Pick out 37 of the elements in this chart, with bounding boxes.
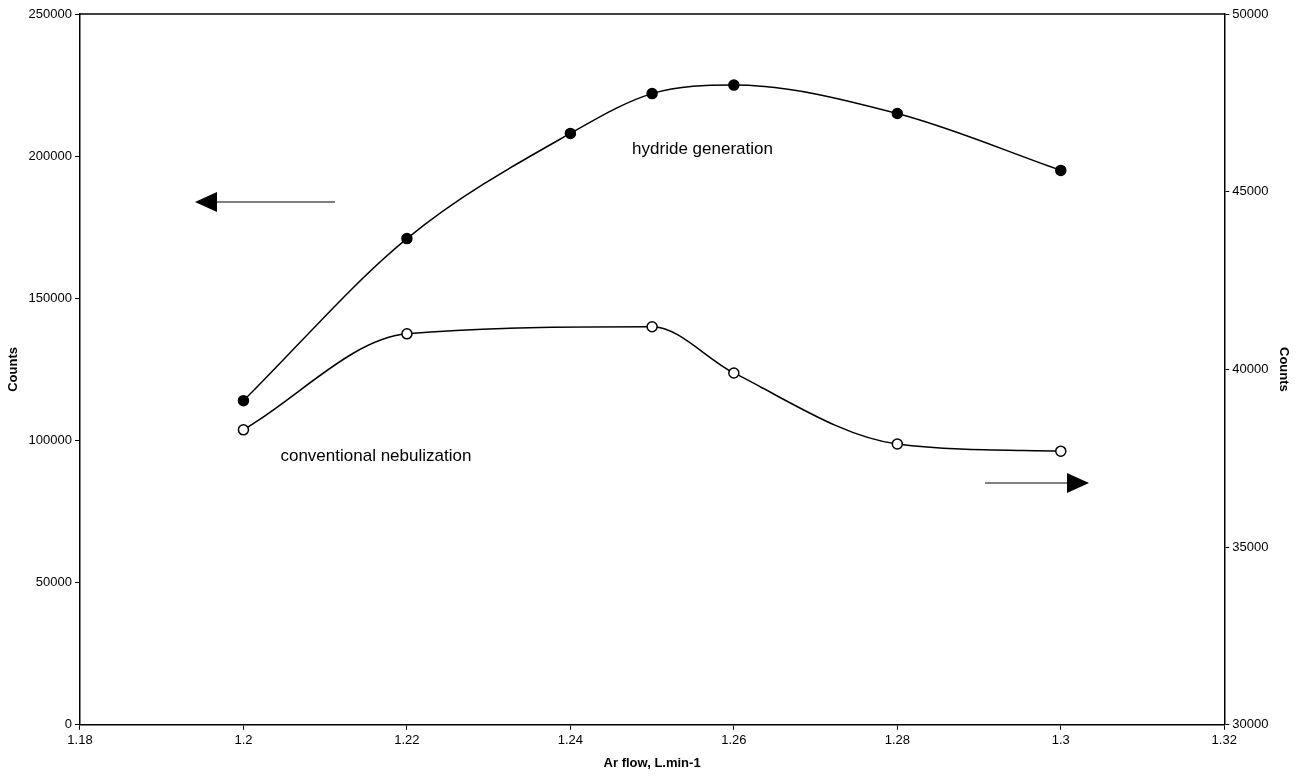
x-tick-label: 1.26	[721, 732, 747, 748]
y2-tick-label: 45000	[1232, 183, 1269, 199]
x-axis-title: Ar flow, L.min-1	[603, 754, 701, 770]
x-tick-label: 1.2	[234, 732, 253, 748]
point	[401, 328, 413, 340]
point	[1055, 164, 1067, 177]
point	[646, 87, 658, 100]
point	[237, 394, 250, 407]
y2-tick-label: 35000	[1232, 538, 1269, 554]
y2-axis-title: Counts	[1276, 347, 1292, 392]
x-tick-label: 1.22	[394, 732, 420, 748]
text: hydride generation	[632, 139, 773, 159]
y-tick-label: 0	[64, 716, 72, 732]
x-tick-label: 1.28	[884, 732, 910, 748]
series-label: conventional nebulization	[280, 445, 472, 465]
point	[728, 367, 740, 379]
y-axis-title: Counts	[5, 347, 21, 392]
point	[728, 79, 740, 91]
y-tick-label: 250000	[28, 5, 72, 21]
y-tick-label: 50000	[35, 574, 72, 590]
y-tick-label: 200000	[28, 147, 72, 163]
y2-tick-label: 40000	[1232, 360, 1269, 376]
point	[646, 321, 658, 333]
y2-tick-label: 50000	[1232, 5, 1269, 21]
point	[401, 232, 413, 245]
point	[1055, 445, 1067, 457]
point	[564, 127, 577, 140]
x-tick-label: 1.3	[1051, 732, 1070, 748]
y-tick-label: 100000	[28, 432, 72, 448]
point	[891, 107, 904, 120]
y-tick-label: 150000	[28, 289, 72, 305]
x-tick-label: 1.18	[67, 732, 93, 748]
point	[891, 438, 904, 450]
x-tick-label: 1.24	[557, 732, 584, 748]
point	[237, 424, 250, 436]
x-tick-label: 1.32	[1211, 732, 1237, 748]
y2-tick-label: 30000	[1232, 716, 1269, 732]
